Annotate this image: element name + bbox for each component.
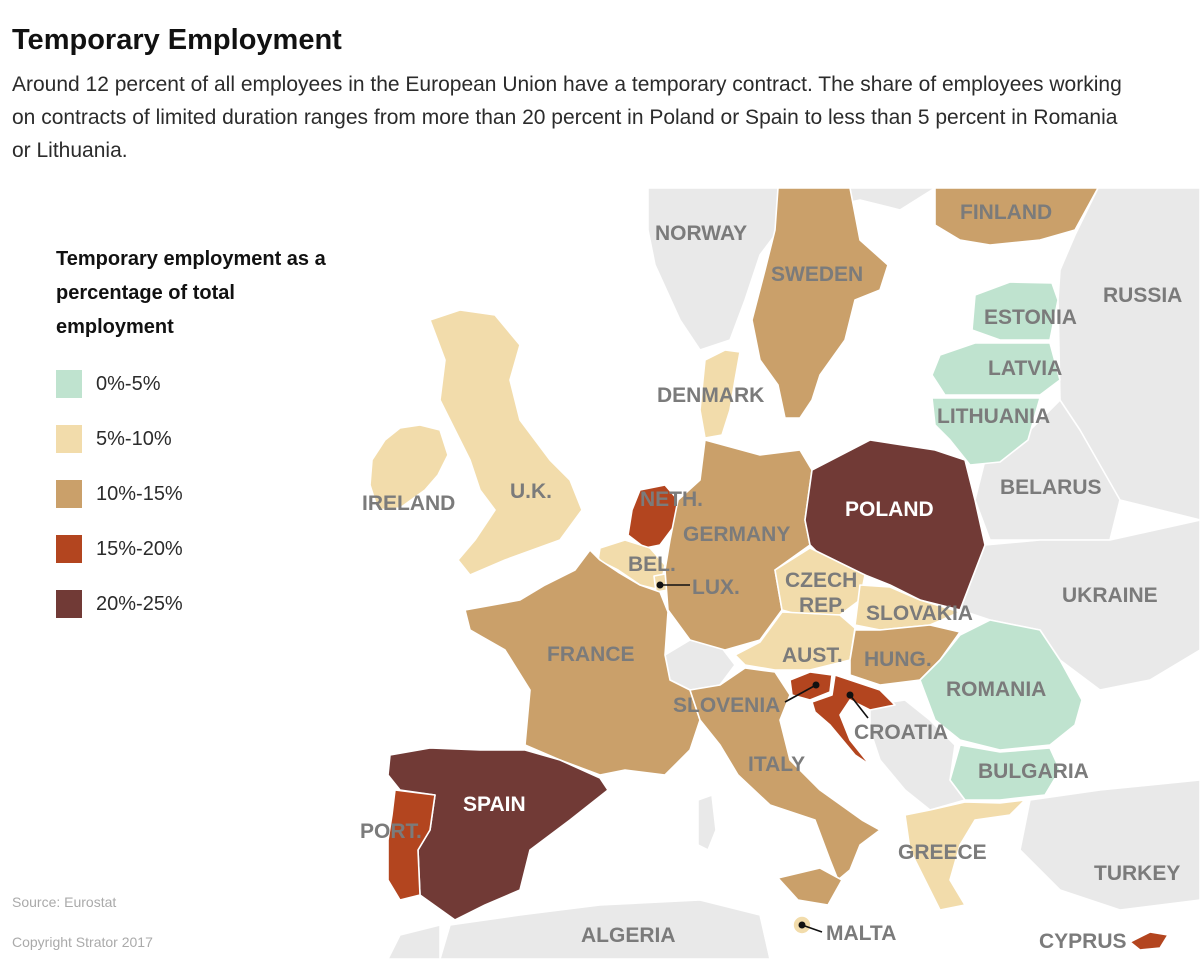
country-sardinia — [697, 794, 717, 851]
chart-title: Temporary Employment — [12, 24, 342, 56]
legend-label: 5%-10% — [96, 427, 172, 450]
leader-slovenia — [784, 684, 817, 703]
country-bulgaria — [949, 744, 1061, 801]
legend-item: 15%-20% — [56, 534, 326, 564]
legend-swatch-10-15 — [56, 480, 82, 508]
country-sweden — [751, 187, 889, 419]
country-latvia — [931, 342, 1061, 396]
country-morocco — [387, 924, 441, 959]
country-algeria — [439, 899, 771, 959]
label-slovenia: SLOVENIA — [673, 694, 780, 717]
country-sicily — [777, 867, 843, 906]
label-greece: GREECE — [898, 841, 987, 864]
label-turkey: TURKEY — [1094, 862, 1180, 885]
country-croatia — [811, 674, 896, 766]
country-lithuania — [931, 397, 1041, 466]
country-ukraine — [959, 519, 1200, 691]
source-note: Source: Eurostat — [12, 894, 117, 910]
legend-swatch-20-25 — [56, 590, 82, 618]
label-lithuania: LITHUANIA — [937, 405, 1050, 428]
label-ireland: IRELAND — [362, 492, 455, 515]
legend-item: 20%-25% — [56, 589, 326, 619]
label-neth: NETH. — [640, 488, 703, 511]
leader-croatia — [849, 694, 869, 719]
label-poland: POLAND — [845, 498, 934, 521]
chart-subtitle: Around 12 percent of all employees in th… — [12, 73, 1122, 162]
country-germany — [664, 439, 813, 651]
legend-swatch-0-5 — [56, 370, 82, 398]
country-romania — [919, 619, 1083, 751]
country-norway — [647, 187, 936, 351]
legend-item: 10%-15% — [56, 479, 326, 509]
label-uk: U.K. — [510, 480, 552, 503]
country-czech-republic — [774, 547, 866, 616]
label-romania: ROMANIA — [946, 678, 1046, 701]
label-algeria: ALGERIA — [581, 924, 676, 947]
label-finland: FINLAND — [960, 201, 1052, 224]
legend-label: 0%-5% — [96, 372, 161, 395]
country-estonia — [971, 281, 1059, 341]
label-germany: GERMANY — [683, 523, 790, 546]
country-greece — [904, 799, 1026, 911]
dot-malta — [798, 921, 806, 929]
label-russia: RUSSIA — [1103, 284, 1182, 307]
label-norway: NORWAY — [655, 222, 747, 245]
label-denmark: DENMARK — [657, 384, 764, 407]
legend: Temporary employment as a percentage of … — [56, 242, 326, 619]
label-sweden: SWEDEN — [771, 263, 863, 286]
label-lux: LUX. — [692, 576, 740, 599]
copyright-note: Copyright Strator 2017 — [12, 934, 153, 950]
legend-item: 0%-5% — [56, 369, 326, 399]
country-cyprus — [1129, 931, 1169, 951]
country-finland — [934, 187, 1099, 246]
label-czech-1: CZECH — [785, 569, 857, 592]
country-denmark — [699, 349, 741, 439]
legend-title: Temporary employment as a percentage of … — [56, 248, 326, 338]
label-cyprus: CYPRUS — [1039, 930, 1127, 953]
legend-label: 10%-15% — [96, 482, 183, 505]
legend-swatch-15-20 — [56, 535, 82, 563]
legend-swatch-5-10 — [56, 425, 82, 453]
eu-countries — [369, 187, 1169, 951]
label-hung: HUNG. — [864, 648, 932, 671]
country-belarus — [974, 399, 1121, 541]
country-ireland — [369, 424, 449, 511]
dot-croatia — [846, 691, 854, 699]
label-ukraine: UKRAINE — [1062, 584, 1158, 607]
country-italy — [689, 667, 881, 881]
label-bel: BEL. — [628, 553, 676, 576]
legend-item: 5%-10% — [56, 424, 326, 454]
label-spain: SPAIN — [463, 793, 526, 816]
label-latvia: LATVIA — [988, 357, 1062, 380]
country-slovakia — [854, 584, 961, 631]
label-malta: MALTA — [826, 922, 896, 945]
country-uk — [429, 309, 583, 576]
country-france — [464, 549, 701, 776]
map-labels: FINLAND NORWAY SWEDEN RUSSIA ESTONIA LAT… — [360, 201, 1182, 953]
label-port: PORT. — [360, 820, 422, 843]
country-netherlands — [627, 484, 679, 549]
label-slovakia: SLOVAKIA — [866, 602, 973, 625]
dot-slovenia — [812, 681, 820, 689]
label-estonia: ESTONIA — [984, 306, 1077, 329]
label-aust: AUST. — [782, 644, 843, 667]
label-bulgaria: BULGARIA — [978, 760, 1089, 783]
label-italy: ITALY — [748, 753, 805, 776]
label-belarus: BELARUS — [1000, 476, 1102, 499]
country-portugal — [387, 789, 436, 901]
leader-malta — [801, 924, 823, 933]
country-turkey — [1019, 779, 1200, 911]
label-czech-2: REP. — [799, 594, 845, 617]
leader-lines — [656, 581, 869, 933]
label-croatia: CROATIA — [854, 721, 948, 744]
dot-lux — [656, 581, 664, 589]
legend-label: 20%-25% — [96, 592, 183, 615]
legend-label: 15%-20% — [96, 537, 183, 560]
background-land — [387, 187, 1200, 959]
label-france: FRANCE — [547, 643, 635, 666]
